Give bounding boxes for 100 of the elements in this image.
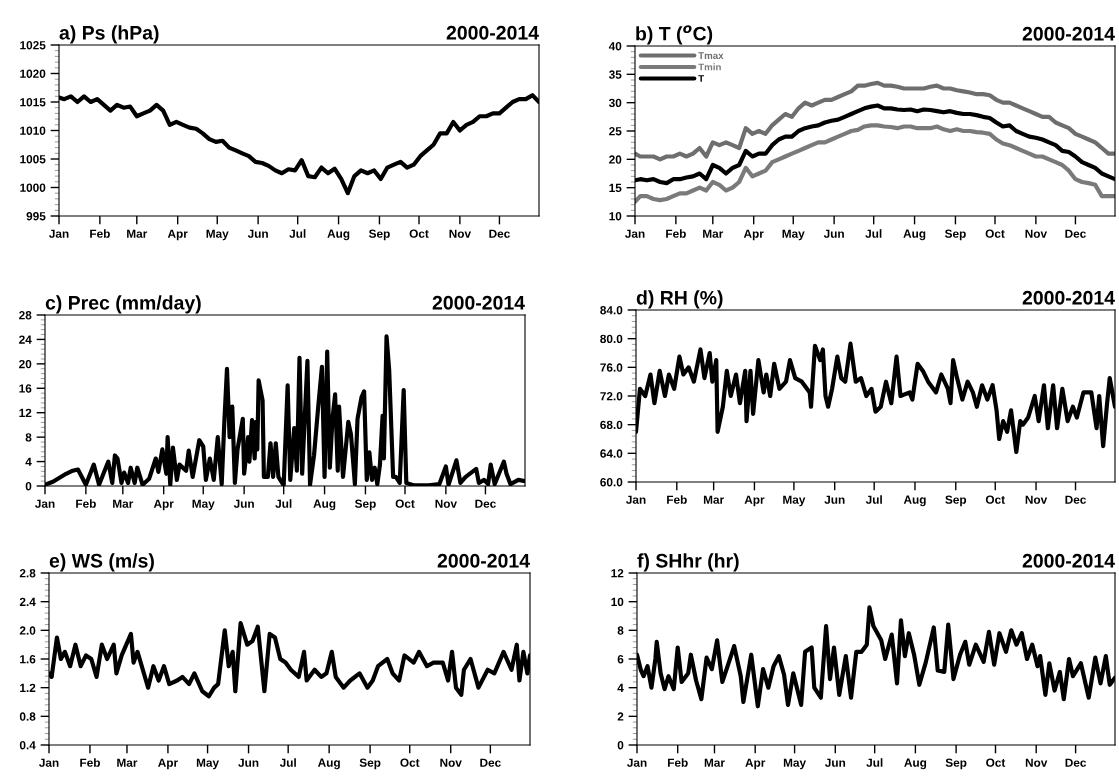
y-tick-label: 10 [609,212,622,221]
y-tick-label: 2.0 [19,626,36,635]
y-tick-label: 30 [608,98,622,108]
x-tick-label: Jun [823,229,844,238]
y-tick-label: 2 [617,712,624,721]
chart-subtitle: 2000-2014 [432,295,525,310]
x-tick-label: Mar [703,229,724,238]
x-tick-label: Feb [90,229,110,238]
x-tick-label: Jan [626,495,646,504]
x-tick-label: May [192,499,215,511]
x-tick-label: Nov [1025,758,1048,767]
y-tick-label: 1020 [20,69,46,78]
x-tick-label: Aug [904,758,927,770]
y-tick-label: 15 [609,183,622,193]
x-tick-label: Apr [744,495,765,507]
x-tick-label: Aug [903,495,926,507]
x-tick-label: Jan [625,229,645,238]
y-tick-label: 1.2 [20,683,36,692]
y-tick-label: 76.0 [600,363,623,372]
x-tick-label: Jun [247,229,268,238]
x-tick-label: Dec [480,758,501,767]
x-tick-label: Jan [627,758,647,767]
y-tick-label: 28 [19,311,32,320]
line-series [635,123,1115,204]
x-tick-label: Aug [313,499,336,511]
chart-title: b) T ($^{o}$C) [636,25,713,45]
x-tick-label: Feb [80,758,100,767]
x-tick-label: Aug [317,758,340,770]
y-tick-label: 24 [19,335,32,344]
x-tick-label: Mar [113,499,134,508]
x-tick-label: Feb [668,758,688,767]
x-tick-label: Jun [824,758,846,767]
text: T [698,75,705,82]
y-tick-label: 995 [26,212,46,221]
x-tick-label: Oct [986,758,1006,767]
x-tick-label: Mar [117,758,138,767]
x-tick-label: Nov [449,229,471,238]
y-tick-label: 16 [19,384,32,393]
chart-subtitle: 2000-2014 [1022,553,1115,568]
y-tick-label: 10 [611,597,624,607]
x-tick-label: Feb [666,229,686,238]
line-series [635,80,1115,162]
x-tick-label: Apr [153,499,174,511]
y-tick-label: 1.6 [20,655,36,664]
y-tick-label: 80.0 [600,334,623,344]
y-tick-label: 4 [25,457,32,466]
x-tick-label: May [196,758,219,770]
x-tick-label: Oct [985,495,1005,504]
y-tick-label: 2.8 [19,569,36,578]
x-tick-label: Oct [409,229,429,238]
chart-subtitle: 2000-2014 [437,553,530,568]
y-tick-label: 60.0 [600,478,623,487]
y-tick-label: 12 [611,569,624,578]
x-tick-label: Jul [865,495,882,504]
x-tick-label: Dec [489,229,510,238]
x-tick-label: Nov [435,499,457,508]
y-tick-label: 1000 [20,183,46,192]
x-tick-label: Jul [289,229,306,238]
x-tick-label: Oct [395,499,415,508]
x-tick-label: Dec [475,499,496,508]
chart-title: a) Ps (hPa) [59,25,159,44]
x-tick-label: Jun [824,495,845,504]
y-tick-label: 8 [617,626,624,635]
y-tick-label: 72.0 [600,392,623,401]
x-tick-label: Jul [866,758,883,767]
x-tick-label: Jul [275,499,292,508]
x-tick-label: Sep [368,229,390,241]
y-tick-label: 0 [617,741,624,750]
y-tick-label: 84.0 [600,306,623,315]
x-tick-label: Oct [400,758,420,767]
x-tick-label: Sep [359,758,381,770]
y-tick-label: 4 [617,683,624,692]
x-tick-label: Sep [945,495,967,507]
y-tick-label: 20 [19,359,32,369]
x-tick-label: Dec [1065,758,1087,767]
x-tick-label: May [206,229,229,241]
y-tick-label: 25 [609,127,622,136]
x-tick-label: Aug [327,229,350,241]
y-tick-label: 0.8 [19,712,36,721]
text: Tmax [698,52,724,59]
x-tick-label: Mar [704,758,725,767]
y-tick-label: 1015 [20,98,46,107]
x-tick-label: Oct [985,229,1005,238]
y-tick-label: 68.0 [600,420,623,430]
text: Tmin [698,63,721,71]
x-tick-label: Jun [238,758,259,767]
x-tick-label: May [783,758,806,770]
y-tick-label: 2.4 [19,597,36,606]
x-tick-label: Nov [440,758,462,767]
y-tick-label: 6 [617,655,624,664]
x-tick-label: Jan [49,229,69,238]
x-tick-label: Sep [945,758,967,770]
y-tick-label: 0 [25,482,32,491]
y-tick-label: 20 [609,155,622,164]
chart-title: f) SHhr (hr) [637,553,739,572]
y-tick-label: 64.0 [600,449,623,458]
chart-title: e) WS (m/s) [49,553,154,572]
x-tick-label: Feb [667,495,687,504]
x-tick-label: Apr [743,229,764,241]
x-tick-label: Dec [1065,229,1086,238]
